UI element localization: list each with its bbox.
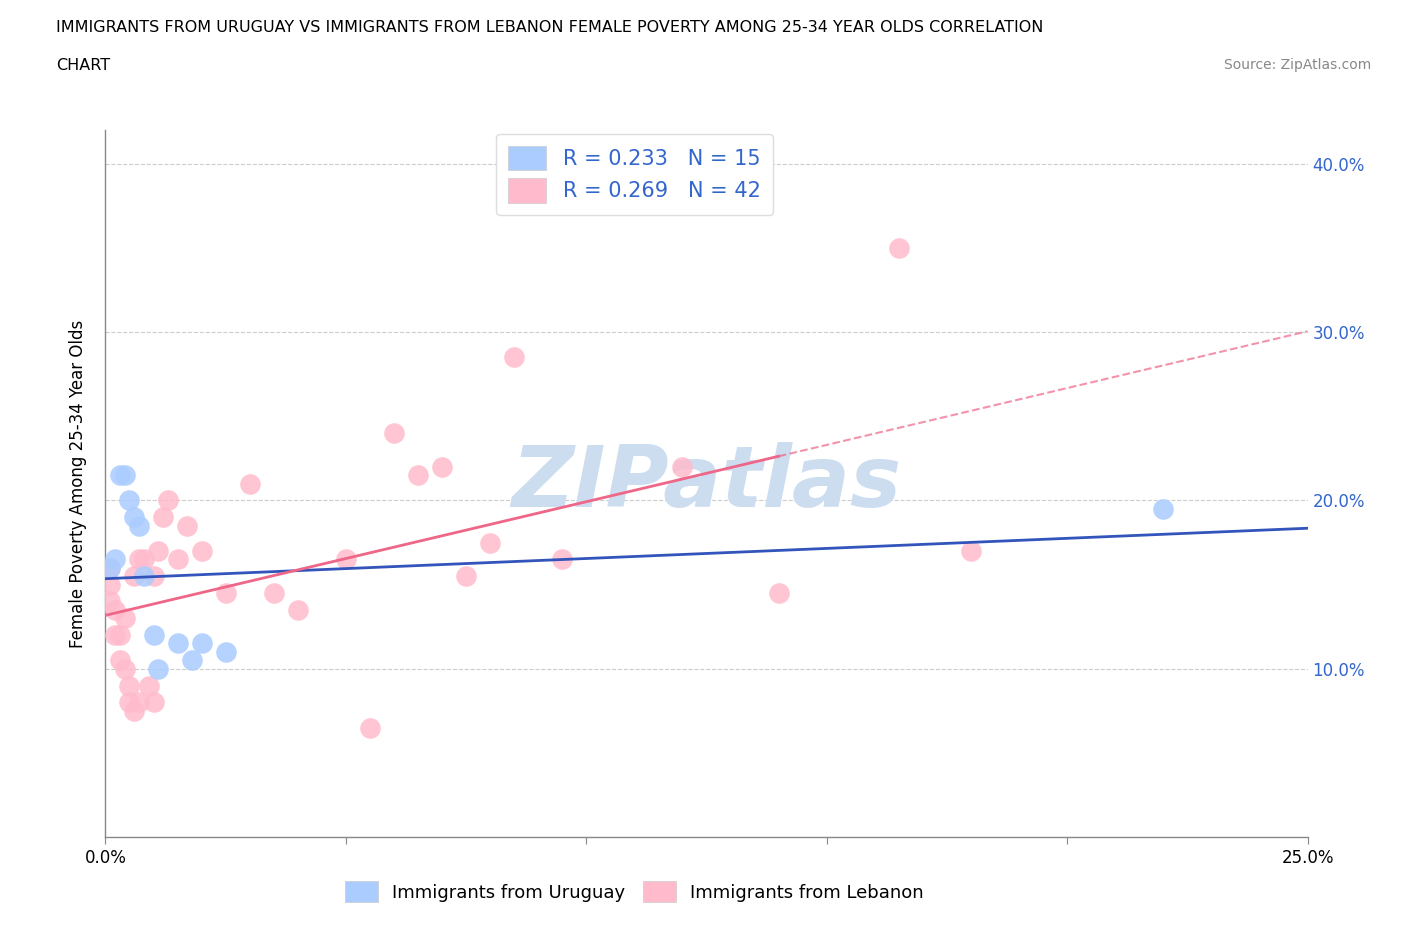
- Point: [960, 543, 983, 558]
- Point: [148, 543, 170, 558]
- Point: [887, 241, 910, 256]
- Point: [214, 644, 236, 659]
- Point: [239, 476, 262, 491]
- Point: [1152, 501, 1174, 516]
- Point: [104, 551, 127, 566]
- Point: [430, 459, 453, 474]
- Point: [382, 426, 405, 441]
- Point: [148, 661, 170, 676]
- Point: [142, 569, 165, 584]
- Point: [118, 493, 141, 508]
- Point: [166, 636, 188, 651]
- Point: [98, 560, 121, 575]
- Point: [287, 603, 309, 618]
- Point: [214, 586, 236, 601]
- Point: [98, 578, 121, 592]
- Point: [124, 569, 146, 584]
- Point: [114, 468, 136, 483]
- Point: [142, 695, 165, 710]
- Point: [166, 551, 188, 566]
- Point: [128, 518, 150, 533]
- Point: [108, 628, 131, 643]
- Point: [479, 535, 502, 550]
- Point: [503, 350, 526, 365]
- Point: [176, 518, 198, 533]
- Y-axis label: Female Poverty Among 25-34 Year Olds: Female Poverty Among 25-34 Year Olds: [69, 320, 87, 647]
- Point: [108, 653, 131, 668]
- Point: [454, 569, 477, 584]
- Point: [406, 468, 429, 483]
- Point: [671, 459, 693, 474]
- Point: [551, 551, 574, 566]
- Point: [142, 628, 165, 643]
- Point: [118, 678, 141, 693]
- Point: [98, 560, 121, 575]
- Point: [128, 551, 150, 566]
- Text: Source: ZipAtlas.com: Source: ZipAtlas.com: [1223, 58, 1371, 72]
- Point: [181, 653, 204, 668]
- Point: [156, 493, 179, 508]
- Text: IMMIGRANTS FROM URUGUAY VS IMMIGRANTS FROM LEBANON FEMALE POVERTY AMONG 25-34 YE: IMMIGRANTS FROM URUGUAY VS IMMIGRANTS FR…: [56, 20, 1043, 35]
- Point: [152, 510, 174, 525]
- Point: [124, 703, 146, 718]
- Point: [190, 543, 212, 558]
- Point: [124, 510, 146, 525]
- Text: CHART: CHART: [56, 58, 110, 73]
- Point: [118, 695, 141, 710]
- Point: [114, 661, 136, 676]
- Point: [132, 569, 155, 584]
- Point: [132, 551, 155, 566]
- Text: ZIPatlas: ZIPatlas: [512, 442, 901, 525]
- Point: [114, 611, 136, 626]
- Point: [138, 678, 160, 693]
- Point: [128, 695, 150, 710]
- Point: [108, 468, 131, 483]
- Point: [104, 603, 127, 618]
- Point: [768, 586, 790, 601]
- Point: [335, 551, 357, 566]
- Legend: Immigrants from Uruguay, Immigrants from Lebanon: Immigrants from Uruguay, Immigrants from…: [337, 874, 931, 910]
- Point: [359, 720, 381, 735]
- Point: [104, 628, 127, 643]
- Point: [190, 636, 212, 651]
- Point: [263, 586, 285, 601]
- Point: [98, 594, 121, 609]
